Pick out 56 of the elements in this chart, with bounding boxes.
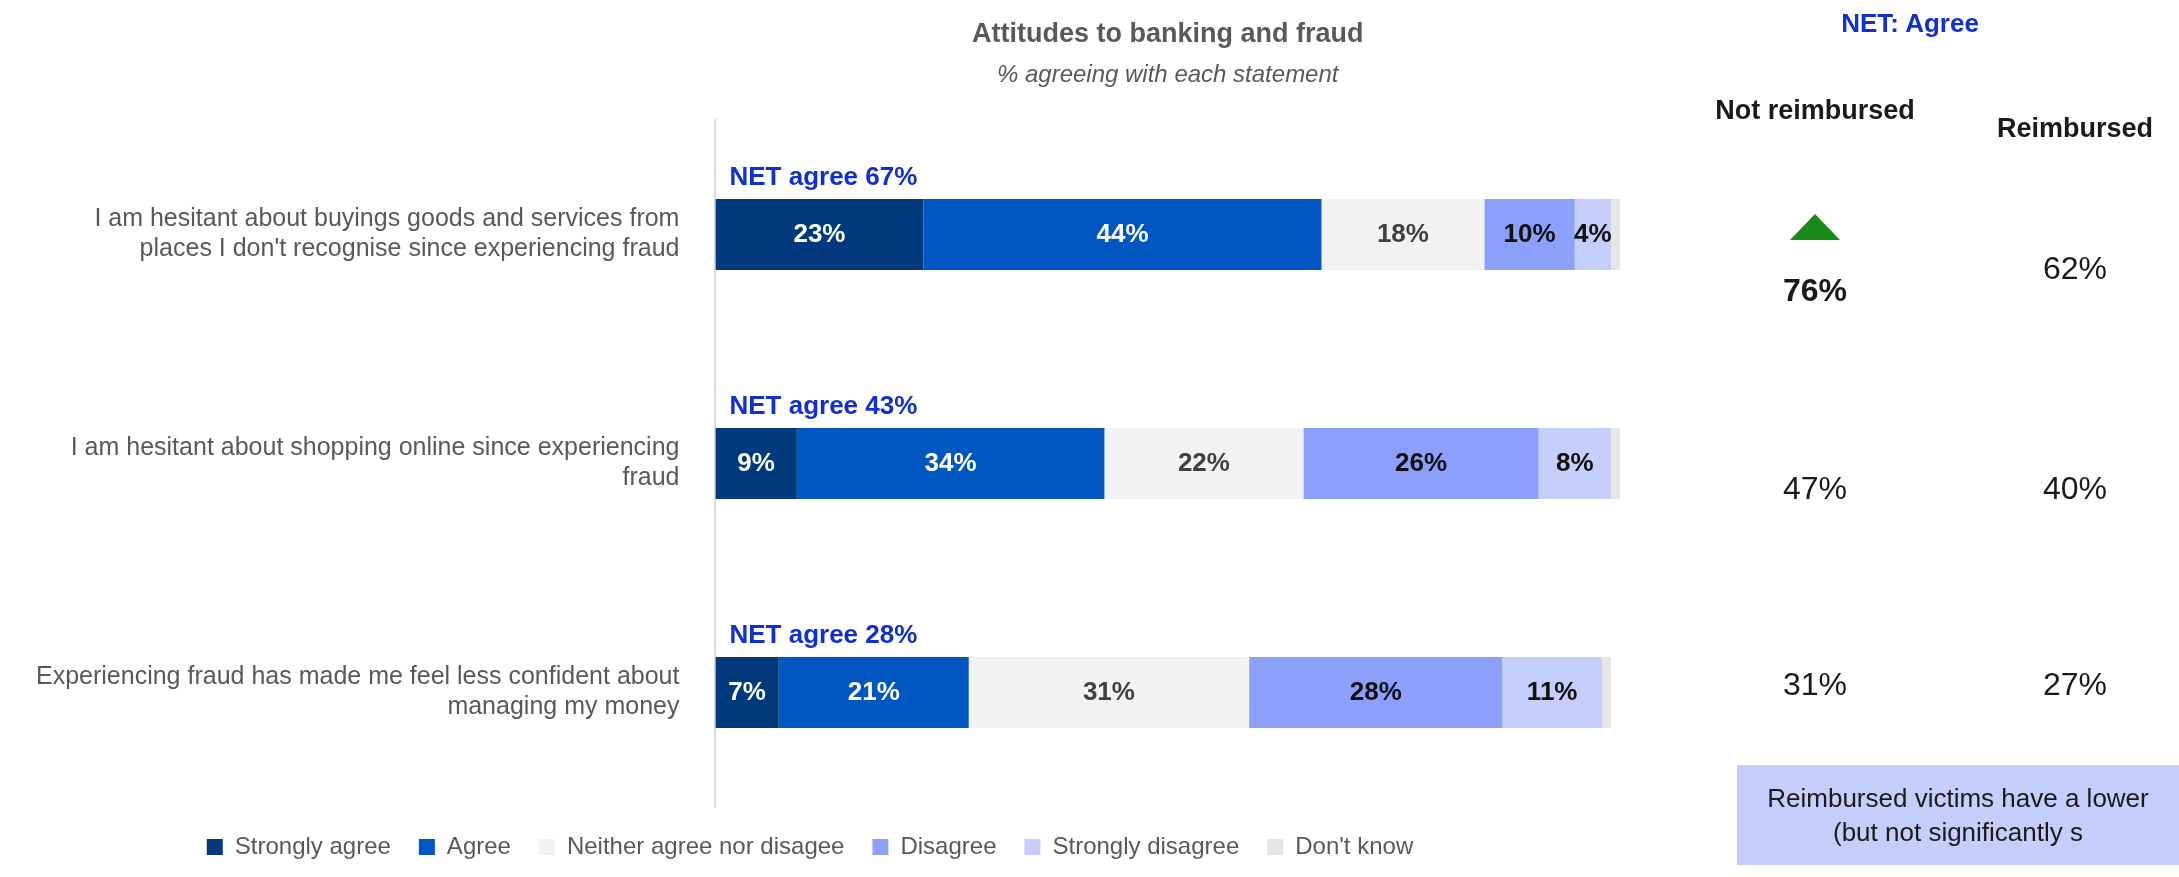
bar bbox=[1610, 428, 1620, 499]
data-label: 26% bbox=[1394, 446, 1448, 477]
annotation: NET agree 43% bbox=[729, 390, 918, 421]
data-label: 34% bbox=[924, 446, 977, 477]
text: 47% bbox=[1781, 470, 1848, 507]
data-label: 31% bbox=[1082, 675, 1135, 706]
bar bbox=[1538, 428, 1611, 499]
legend-label: Don't know bbox=[1295, 831, 1414, 859]
bar bbox=[715, 657, 779, 728]
bar bbox=[1502, 657, 1602, 728]
text: 62% bbox=[2041, 250, 2108, 287]
bar bbox=[1484, 199, 1575, 270]
y-tick-label: Experiencing fraud has made me feel less confident about managing my money bbox=[35, 661, 680, 720]
bar bbox=[796, 428, 1105, 499]
bar bbox=[923, 199, 1322, 270]
data-label: 21% bbox=[847, 675, 900, 706]
text: 31% bbox=[1781, 666, 1848, 703]
bar bbox=[968, 657, 1250, 728]
bar bbox=[1601, 657, 1611, 728]
text: Reimbursed victims have a lower (but not significantly s bbox=[1737, 765, 2179, 865]
chart-title: Attitudes to banking and fraud bbox=[971, 18, 1364, 48]
text: 27% bbox=[2041, 666, 2108, 703]
legend-label: Disagree bbox=[900, 831, 997, 859]
bar bbox=[1610, 199, 1620, 270]
data-label: 23% bbox=[793, 217, 846, 248]
y-tick-label: I am hesitant about buyings goods and services from places I don't recognise since experiencing fraud bbox=[94, 203, 680, 262]
annotation: NET agree 67% bbox=[729, 161, 918, 192]
y-tick-label: I am hesitant about shopping online since experiencing fraud bbox=[70, 432, 680, 491]
legend-label: Agree bbox=[446, 831, 511, 859]
text: 76% bbox=[1781, 272, 1848, 309]
annotation: NET agree 28% bbox=[729, 619, 918, 650]
data-label: 8% bbox=[1555, 446, 1594, 477]
data-label: 10% bbox=[1503, 217, 1556, 248]
legend-label: Strongly disagree bbox=[1052, 831, 1240, 859]
data-label: 7% bbox=[728, 675, 766, 706]
bar bbox=[1321, 199, 1485, 270]
text: Reimbursed bbox=[1995, 112, 2154, 145]
data-label: 28% bbox=[1349, 675, 1402, 706]
bar bbox=[1104, 428, 1304, 499]
bar bbox=[715, 199, 924, 270]
bar bbox=[778, 657, 969, 728]
data-label: 9% bbox=[737, 446, 775, 477]
bar bbox=[1303, 428, 1539, 499]
chart-subtitle: % agreeing with each statement bbox=[996, 60, 1340, 87]
legend-label: Strongly agree bbox=[234, 831, 391, 859]
data-label: 44% bbox=[1096, 217, 1149, 248]
text: Not reimbursed bbox=[1714, 94, 1916, 127]
text: 40% bbox=[2041, 470, 2108, 507]
bar bbox=[715, 428, 797, 499]
data-label: 11% bbox=[1526, 675, 1578, 706]
data-label: 18% bbox=[1376, 217, 1429, 248]
data-label: 22% bbox=[1177, 446, 1230, 477]
legend-label: Neither agree nor disagee bbox=[566, 831, 845, 859]
data-label: 4% bbox=[1574, 217, 1612, 248]
text: NET: Agree bbox=[1840, 8, 1980, 39]
bar bbox=[1249, 657, 1503, 728]
